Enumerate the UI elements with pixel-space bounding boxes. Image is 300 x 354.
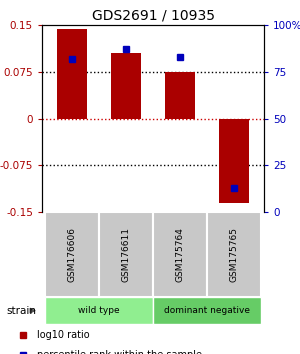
Bar	[207, 212, 261, 297]
Bar	[165, 72, 195, 119]
Bar	[57, 29, 87, 119]
Text: GSM175765: GSM175765	[230, 227, 239, 282]
Text: dominant negative: dominant negative	[164, 306, 250, 315]
Bar	[153, 212, 207, 297]
Text: wild type: wild type	[78, 306, 120, 315]
Text: strain: strain	[6, 306, 36, 316]
Title: GDS2691 / 10935: GDS2691 / 10935	[92, 8, 214, 22]
Bar	[99, 212, 153, 297]
Bar	[45, 297, 153, 324]
Text: GSM175764: GSM175764	[176, 227, 184, 282]
Text: percentile rank within the sample: percentile rank within the sample	[37, 350, 202, 354]
Bar	[153, 297, 261, 324]
Bar	[111, 53, 141, 119]
Text: GSM176611: GSM176611	[122, 227, 130, 282]
Text: GSM176606: GSM176606	[67, 227, 76, 282]
Text: log10 ratio: log10 ratio	[37, 330, 90, 341]
Bar	[45, 212, 99, 297]
Bar	[219, 119, 249, 203]
